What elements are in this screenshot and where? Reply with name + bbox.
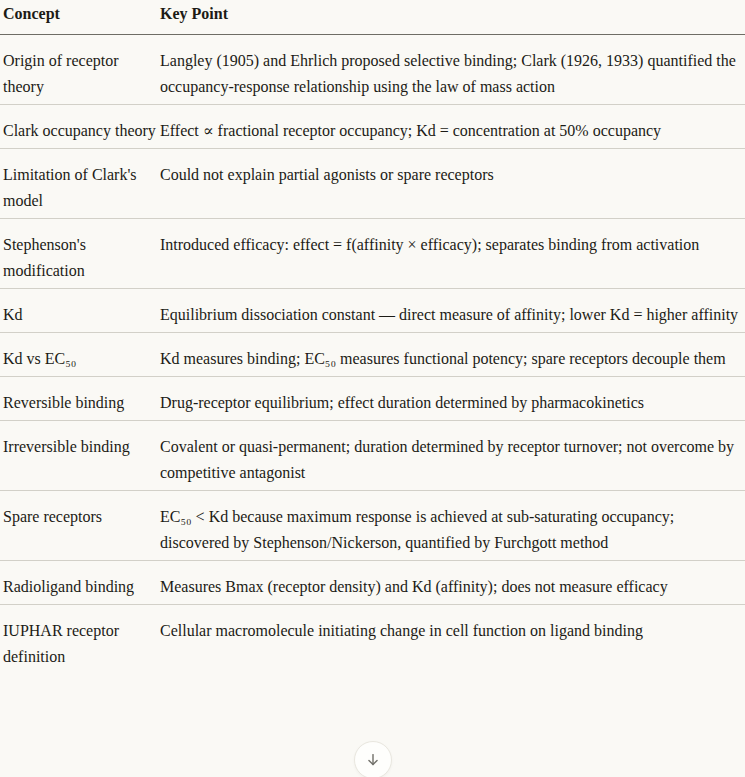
scroll-to-bottom-button[interactable] [354, 741, 392, 777]
concept-cell: Origin of receptor theory [0, 35, 160, 104]
concept-cell: Reversible binding [0, 377, 160, 420]
table-row: Stephenson's modification Introduced eff… [0, 219, 745, 289]
concept-cell: Spare receptors [0, 491, 160, 560]
key-point-cell: Measures Bmax (receptor density) and Kd … [160, 561, 745, 604]
concept-cell: Limitation of Clark's model [0, 149, 160, 218]
concept-cell: Irreversible binding [0, 421, 160, 490]
arrow-down-icon [364, 751, 382, 769]
table-row: IUPHAR receptor definition Cellular macr… [0, 605, 745, 674]
table-row: Spare receptors EC₅₀ < Kd because maximu… [0, 491, 745, 561]
key-point-cell: Effect ∝ fractional receptor occupancy; … [160, 105, 745, 148]
concept-cell: Clark occupancy theory [0, 105, 160, 148]
key-point-cell: Introduced efficacy: effect = f(affinity… [160, 219, 745, 288]
table-row: Kd Equilibrium dissociation constant — d… [0, 289, 745, 333]
table-row: Clark occupancy theory Effect ∝ fraction… [0, 105, 745, 149]
table-row: Origin of receptor theory Langley (1905)… [0, 35, 745, 105]
key-point-cell: Langley (1905) and Ehrlich proposed sele… [160, 35, 745, 104]
key-point-cell: Drug-receptor equilibrium; effect durati… [160, 377, 745, 420]
key-point-cell: Could not explain partial agonists or sp… [160, 149, 745, 218]
key-point-cell: EC₅₀ < Kd because maximum response is ac… [160, 491, 745, 560]
key-point-cell: Equilibrium dissociation constant — dire… [160, 289, 745, 332]
concept-cell: Radioligand binding [0, 561, 160, 604]
key-point-cell: Kd measures binding; EC₅₀ measures funct… [160, 333, 745, 376]
key-point-cell: Covalent or quasi-permanent; duration de… [160, 421, 745, 490]
table-row: Radioligand binding Measures Bmax (recep… [0, 561, 745, 605]
concepts-table: Concept Key Point Origin of receptor the… [0, 0, 745, 674]
table-header-row: Concept Key Point [0, 0, 745, 35]
concept-cell: Stephenson's modification [0, 219, 160, 288]
table-row: Reversible binding Drug-receptor equilib… [0, 377, 745, 421]
table-row: Limitation of Clark's model Could not ex… [0, 149, 745, 219]
table-row: Kd vs EC₅₀ Kd measures binding; EC₅₀ mea… [0, 333, 745, 377]
key-point-cell: Cellular macromolecule initiating change… [160, 605, 745, 674]
concept-cell: Kd vs EC₅₀ [0, 333, 160, 376]
column-header-concept: Concept [0, 0, 160, 34]
concept-cell: Kd [0, 289, 160, 332]
concept-cell: IUPHAR receptor definition [0, 605, 160, 674]
column-header-key-point: Key Point [160, 0, 745, 34]
table-row: Irreversible binding Covalent or quasi-p… [0, 421, 745, 491]
